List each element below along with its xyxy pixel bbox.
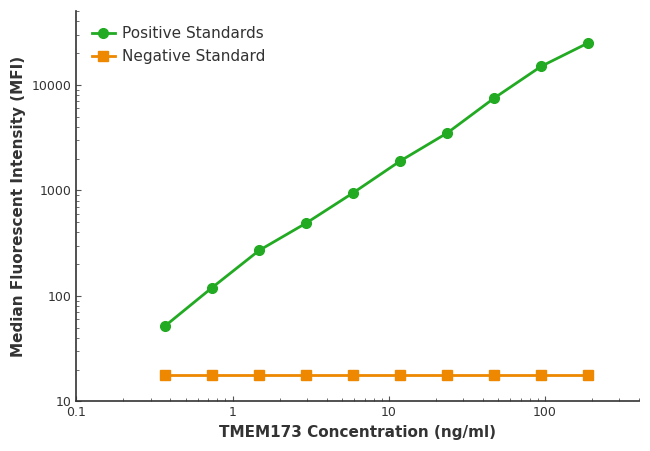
Positive Standards [208,285,216,290]
Positive Standards [302,221,310,226]
Positive Standards [443,130,451,136]
Positive Standards [584,40,592,46]
Negative Standard [490,372,498,377]
Negative Standard [208,372,216,377]
Positive Standards [490,95,498,101]
Y-axis label: Median Fluorescent Intensity (MFI): Median Fluorescent Intensity (MFI) [11,56,26,357]
Negative Standard [538,372,545,377]
Negative Standard [255,372,263,377]
Negative Standard [396,372,404,377]
Positive Standards [396,158,404,164]
Positive Standards [538,64,545,69]
X-axis label: TMEM173 Concentration (ng/ml): TMEM173 Concentration (ng/ml) [219,425,496,440]
Negative Standard [161,372,169,377]
Positive Standards [350,190,358,195]
Negative Standard [443,372,451,377]
Negative Standard [302,372,310,377]
Negative Standard [584,372,592,377]
Positive Standards [255,248,263,253]
Line: Positive Standards: Positive Standards [161,38,593,331]
Legend: Positive Standards, Negative Standard: Positive Standards, Negative Standard [84,19,273,72]
Negative Standard [350,372,358,377]
Line: Negative Standard: Negative Standard [161,370,593,379]
Positive Standards [161,323,169,329]
